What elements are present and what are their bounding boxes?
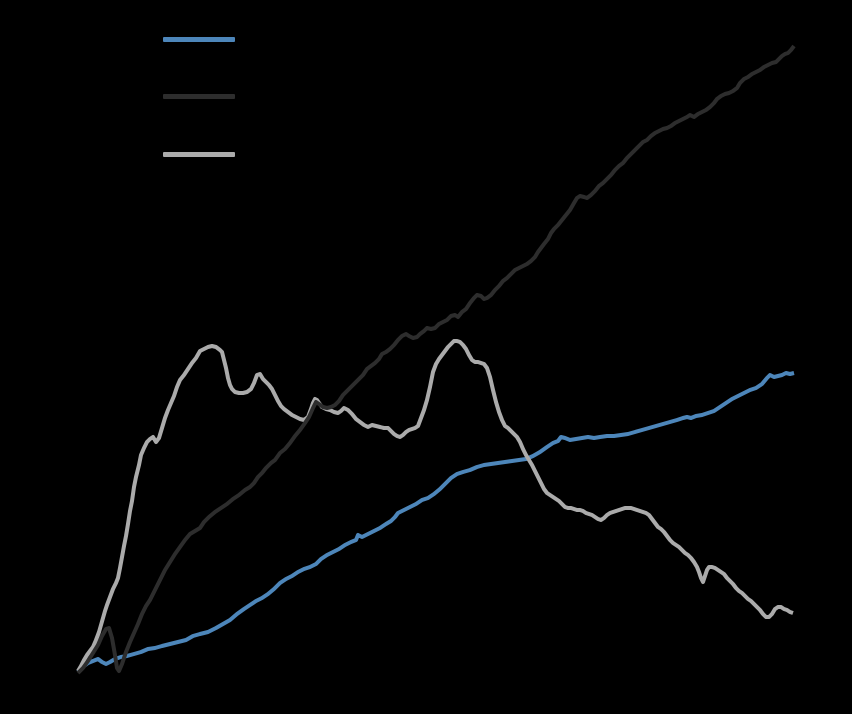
legend-swatch-series-dark xyxy=(163,94,235,99)
series-gray-line xyxy=(76,339,794,673)
legend xyxy=(163,37,235,157)
plot-lines xyxy=(76,44,796,675)
series-dark-line xyxy=(76,44,796,675)
series-blue-line xyxy=(76,371,795,674)
legend-swatch-series-gray xyxy=(163,152,235,157)
legend-swatch-series-blue xyxy=(163,37,235,42)
